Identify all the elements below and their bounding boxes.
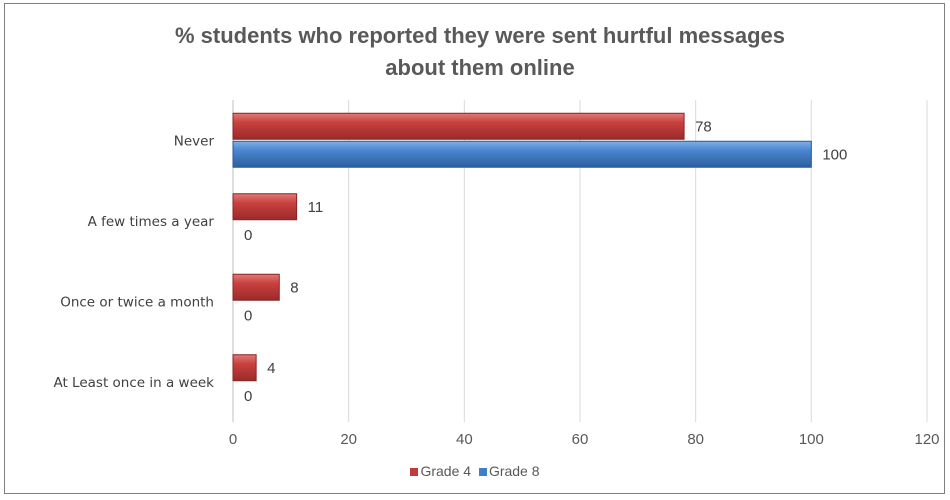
category-label-a-few-times-a-year: A few times a year — [88, 214, 215, 230]
x-tick-label-100: 100 — [799, 431, 824, 448]
category-label-never: Never — [174, 133, 215, 149]
bar-grade-4-once-or-twice-a-month — [232, 273, 280, 301]
chart-frame — [4, 3, 945, 494]
x-tick-label-80: 80 — [687, 431, 704, 448]
x-tick-label-60: 60 — [572, 431, 589, 448]
legend-label-grade-4: Grade 4 — [420, 463, 472, 479]
legend-item-grade-4: Grade 4 — [410, 463, 471, 479]
category-label-at-least-once-in-a-week: At Least once in a week — [53, 375, 214, 391]
chart-title: % students who reported they were sent h… — [0, 20, 950, 84]
bar-grade-8-never — [232, 140, 812, 168]
data-label-grade-8-a-few-times-a-year: 0 — [244, 227, 252, 244]
data-label-grade-8-once-or-twice-a-month: 0 — [244, 307, 252, 324]
data-label-grade-4-at-least-once-in-a-week: 4 — [267, 360, 275, 377]
data-label-grade-4-a-few-times-a-year: 11 — [308, 199, 324, 216]
legend: Grade 4 Grade 8 — [0, 463, 950, 479]
data-label-grade-4-never: 78 — [695, 118, 712, 135]
bar-grade-4-a-few-times-a-year — [232, 193, 298, 221]
category-label-once-or-twice-a-month: Once or twice a month — [60, 294, 214, 310]
chart-title-line-2: about them online — [385, 55, 575, 80]
data-label-grade-8-never: 100 — [822, 146, 847, 163]
bar-grade-4-never — [232, 112, 685, 140]
data-label-grade-4-once-or-twice-a-month: 8 — [290, 279, 298, 296]
x-tick-label-20: 20 — [340, 431, 357, 448]
x-tick-label-0: 0 — [229, 431, 237, 448]
data-label-grade-8-at-least-once-in-a-week: 0 — [244, 388, 252, 405]
legend-item-grade-8: Grade 8 — [478, 463, 540, 479]
bar-grade-4-at-least-once-in-a-week — [232, 354, 257, 382]
legend-label-grade-8: Grade 8 — [488, 463, 540, 479]
legend-swatch-grade-8 — [478, 468, 487, 476]
x-tick-label-40: 40 — [456, 431, 473, 448]
chart-title-line-1: % students who reported they were sent h… — [174, 23, 786, 48]
legend-swatch-grade-4 — [410, 468, 419, 476]
x-tick-label-120: 120 — [914, 431, 939, 448]
